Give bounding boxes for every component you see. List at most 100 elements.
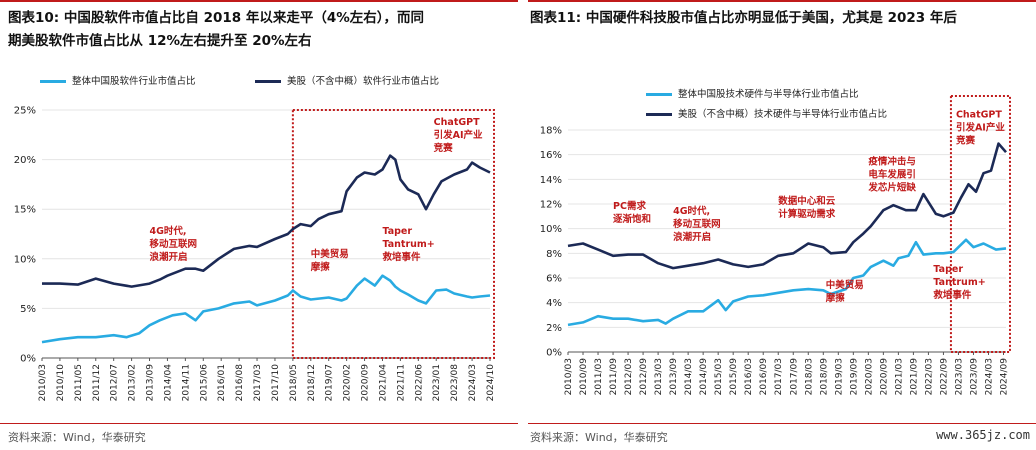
y-tick-label: 0% [20,354,36,365]
y-tick-label: 0% [546,348,562,359]
x-tick-label: 2013/03 [654,358,664,395]
chart-annotation: ChatGPT [434,117,480,128]
x-tick-label: 2018/05 [289,364,299,401]
highlight-box [949,95,1011,353]
left-chart-title-line1: 图表10: 中国股软件市值占比自 2018 年以来走平（4%左右），而同 [8,10,425,26]
chart-annotation: 移动互联网 [673,218,721,230]
chart-annotation: 摩擦 [311,261,331,273]
series-line-us [42,154,491,288]
legend-swatch-china [646,93,672,96]
x-tick-label: 2017/03 [253,364,263,401]
x-tick-label: 2024/09 [999,358,1009,396]
x-tick-label: 2013/09 [669,358,679,396]
chart-annotation: 移动互联网 [150,238,198,250]
x-tick-label: 2022/06 [414,364,424,402]
highlight-box [291,109,495,359]
x-tick-label: 2022/03 [924,358,934,395]
y-tick-label: 12% [540,200,562,211]
x-tick-label: 2010/03 [38,364,48,401]
x-tick-label: 2016/08 [235,364,245,402]
x-tick-label: 2012/09 [639,358,649,396]
top-red-rule [0,0,518,2]
right-legend-china: 整体中国股技术硬件与半导体行业市值占比 [646,86,859,100]
x-tick-label: 2018/03 [804,358,814,395]
left-line-chart: 0% 5% 10% 15% 20% 25% 2010/03 2010/10 2011/05 201… [14,106,496,402]
legend-label-us: 美股（不含中概）技术硬件与半导体行业市值占比 [678,109,888,120]
chart-annotation: 浪潮开启 [673,231,711,243]
y-tick-label: 5% [20,304,36,315]
x-tick-label: 2020/02 [343,364,353,401]
left-legend-us: 美股（不含中概）软件行业市值占比 [255,73,439,87]
bottom-rule [528,423,1036,424]
x-tick-label: 2020/03 [864,358,874,395]
x-tick-label: 2017/10 [271,364,281,402]
x-tick-label: 2016/09 [759,358,769,396]
x-tick-label: 2021/03 [894,358,904,395]
x-tick-label: 2013/02 [128,364,138,401]
legend-swatch-us [255,80,281,83]
chart-annotation: 发芯片短缺 [867,182,916,194]
y-tick-label: 6% [546,274,562,285]
right-chart-title: 图表11: 中国硬件科技股市值占比亦明显低于美国，尤其是 2023 年后 [530,10,957,26]
chart-annotation: 摩擦 [826,292,846,304]
x-tick-label: 2017/03 [774,358,784,395]
chart-annotation: 中美贸易 [826,279,864,291]
x-tick-label: 2017/09 [789,358,799,396]
x-tick-label: 2014/03 [684,358,694,395]
chart-annotation: Taper [933,264,963,275]
x-tick-label: 2010/03 [564,358,574,395]
chart-annotation: 救培事件 [933,289,972,301]
x-tick-label: 2023/01 [432,364,442,401]
x-tick-label: 2016/03 [744,358,754,395]
chart-annotation: PC需求 [613,200,646,212]
x-tick-label: 2014/11 [181,364,191,401]
series-line-us [567,142,1007,270]
chart-annotation: 引发AI产业 [434,129,483,141]
chart-annotation: 计算驱动需求 [778,208,836,220]
x-tick-label: 2010/10 [56,364,66,402]
legend-label-china: 整体中国股技术硬件与半导体行业市值占比 [678,89,859,100]
x-tick-label: 2022/09 [939,358,949,396]
chart-annotation: 4G时代, [150,225,187,237]
y-tick-label: 10% [14,254,36,265]
y-tick-label: 25% [14,106,36,117]
x-tick-label: 2015/03 [714,358,724,395]
y-tick-label: 18% [540,126,562,137]
chart-annotation: Tantrum+ [933,277,985,288]
x-tick-label: 2021/09 [909,358,919,396]
x-tick-label: 2011/09 [609,358,619,396]
series-line-china [41,274,491,344]
y-tick-label: 16% [540,150,562,161]
y-tick-label: 4% [546,298,562,309]
right-source-note: 资料来源：Wind，华泰研究 [530,431,668,444]
x-tick-label: 2016/01 [217,364,227,401]
chart-annotation: 竞赛 [955,135,976,147]
right-chart-panel: 图表11: 中国硬件科技股市值占比亦明显低于美国，尤其是 2023 年后 整体中… [528,0,1036,450]
x-tick-label: 2015/09 [729,358,739,396]
x-tick-label: 2020/09 [879,358,889,396]
legend-swatch-us [646,113,672,116]
series-line-china [567,238,1007,327]
top-red-rule [528,0,1036,2]
left-chart-panel: 图表10: 中国股软件市值占比自 2018 年以来走平（4%左右），而同 期美股… [0,0,518,444]
chart-annotation: 数据中心和云 [777,195,836,207]
chart-annotation: 中美贸易 [311,248,349,260]
right-line-chart: 0% 2% 4% 6% 8% 10% 12% 14% 16% 18% 2010/03 2010/09 2… [540,95,1011,396]
x-tick-label: 2014/04 [163,364,173,402]
chart-annotation: 救培事件 [382,251,421,263]
chart-annotation: Taper [382,226,412,237]
chart-annotation: 浪潮开启 [150,251,188,263]
chart-annotation: 疫情冲击与 [868,156,916,168]
chart-annotation: Tantrum+ [382,239,434,250]
y-tick-label: 20% [14,155,36,166]
y-tick-label: 14% [540,175,562,186]
right-legend-us: 美股（不含中概）技术硬件与半导体行业市值占比 [646,106,887,120]
legend-label-china: 整体中国股软件行业市值占比 [72,76,196,87]
x-tick-label: 2024/03 [468,364,478,401]
x-tick-label: 2013/09 [146,364,156,402]
y-tick-label: 15% [14,205,36,216]
x-tick-label: 2023/09 [969,358,979,396]
bottom-rule [0,423,518,424]
y-tick-label: 2% [546,323,562,334]
watermark-text: www.365jz.com [936,428,1030,442]
